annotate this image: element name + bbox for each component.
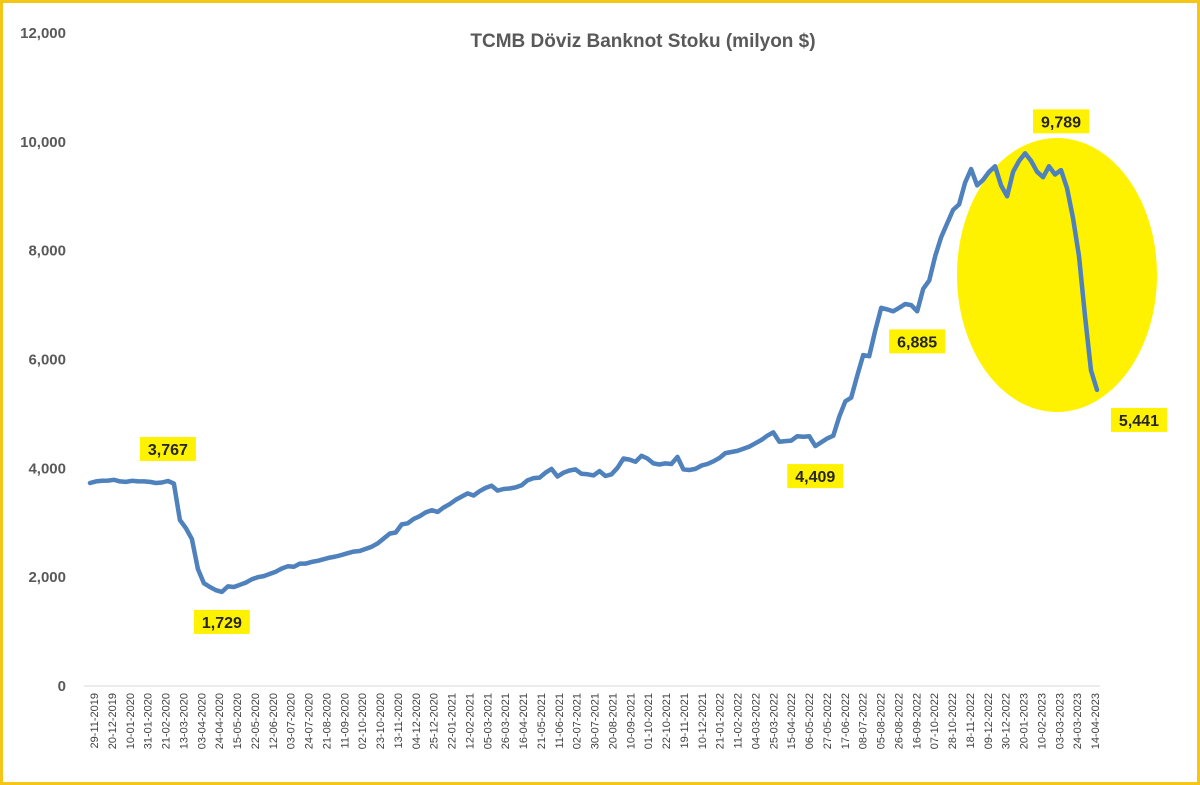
x-tick-label: 03-07-2020 [286,693,298,749]
x-tick-label: 30-12-2022 [1001,693,1013,749]
x-tick-label: 24-03-2023 [1072,693,1084,749]
x-tick-label: 05-08-2022 [876,693,888,749]
x-tick-label: 20-01-2023 [1019,693,1031,749]
x-tick-label: 02-07-2021 [572,693,584,749]
x-tick-label: 19-11-2021 [679,693,691,748]
x-tick-label: 24-07-2020 [304,693,316,749]
x-tick-label: 15-05-2020 [232,693,244,749]
data-label: 3,767 [148,442,188,459]
x-tick-label: 21-02-2020 [161,693,173,749]
series-line [87,151,1100,595]
x-tick-label: 09-12-2022 [983,693,995,749]
x-tick-label: 16-09-2022 [911,693,923,749]
data-label: 9,789 [1041,114,1081,131]
y-tick-label: 4,000 [28,460,66,477]
x-tick-label: 30-07-2021 [590,693,602,749]
x-tick-label: 11-02-2022 [733,693,745,748]
x-tick-label: 14-04-2023 [1090,693,1102,749]
data-label-box [889,329,946,354]
x-tick-label: 11-06-2021 [554,693,566,748]
data-labels: 3,767 1,729 4,409 6,885 9,789 5,441 [139,109,1167,634]
data-label: 1,729 [202,615,242,632]
y-tick-label: 6,000 [28,352,66,369]
y-tick-label: 10,000 [20,134,66,151]
x-tick-label: 17-06-2022 [840,693,852,749]
y-tick-label: 8,000 [28,243,66,260]
x-tick-label: 21-05-2021 [536,693,548,749]
y-tick-label: 12,000 [20,25,66,42]
x-tick-label: 03-04-2020 [196,693,208,749]
data-label: 4,409 [795,469,835,486]
chart-title: TCMB Döviz Banknot Stoku (milyon $) [470,31,815,52]
x-tick-label: 23-10-2020 [375,693,387,749]
x-tick-label: 15-04-2022 [786,693,798,749]
highlight-ellipse [957,138,1157,412]
y-tick-label: 2,000 [28,569,66,586]
x-tick-label: 10-09-2021 [625,693,637,749]
x-tick-label: 22-05-2020 [250,693,262,749]
x-tick-label: 10-01-2020 [125,693,137,749]
x-tick-label: 13-03-2020 [178,693,190,749]
x-tick-label: 22-10-2021 [661,693,673,749]
x-tick-label: 27-05-2022 [822,693,834,749]
data-label-box [787,464,844,489]
x-tick-label: 03-03-2023 [1054,693,1066,749]
x-tick-label: 06-05-2022 [804,693,816,749]
data-label-box [1033,109,1090,134]
x-tick-label: 18-11-2022 [965,693,977,748]
x-tick-label: 04-12-2020 [411,693,423,749]
x-tick-label: 20-08-2021 [607,693,619,749]
x-tick-label: 16-04-2021 [518,693,530,749]
x-tick-label: 28-10-2022 [947,693,959,749]
x-tick-label: 25-12-2020 [429,693,441,749]
x-tick-label: 12-02-2021 [464,693,476,749]
x-tick-label: 04-03-2022 [750,693,762,749]
y-tick-label: 0 [58,678,66,695]
y-axis: 0 2,000 4,000 6,000 8,000 10,000 12,000 [20,25,66,695]
x-tick-label: 01-10-2021 [643,693,655,749]
x-axis: 29-11-2019 20-12-2019 10-01-2020 31-01-2020… [89,693,1102,749]
x-tick-label: 02-10-2020 [357,693,369,749]
x-tick-label: 22-01-2021 [447,693,459,749]
x-tick-label: 08-07-2022 [858,693,870,749]
x-tick-label: 26-03-2021 [500,693,512,749]
x-tick-label: 26-08-2022 [893,693,905,749]
x-tick-label: 10-12-2021 [697,693,709,749]
x-tick-label: 13-11-2020 [393,693,405,748]
x-tick-label: 21-08-2020 [321,693,333,749]
data-label-box [1110,407,1167,432]
data-label: 6,885 [897,334,937,351]
x-tick-label: 24-04-2020 [214,693,226,749]
x-tick-label: 10-02-2023 [1036,693,1048,749]
x-tick-label: 05-03-2021 [482,693,494,749]
x-tick-label: 31-01-2020 [143,693,155,749]
x-tick-label: 21-01-2022 [715,693,727,749]
x-tick-label: 11-09-2020 [339,693,351,748]
x-tick-label: 20-12-2019 [107,693,119,749]
x-tick-label: 29-11-2019 [89,693,101,748]
x-tick-label: 25-03-2022 [768,693,780,749]
x-tick-label: 07-10-2022 [929,693,941,749]
x-tick-label: 12-06-2020 [268,693,280,749]
data-label: 5,441 [1119,413,1159,430]
data-label-box [139,437,196,462]
data-label-box [193,609,250,634]
